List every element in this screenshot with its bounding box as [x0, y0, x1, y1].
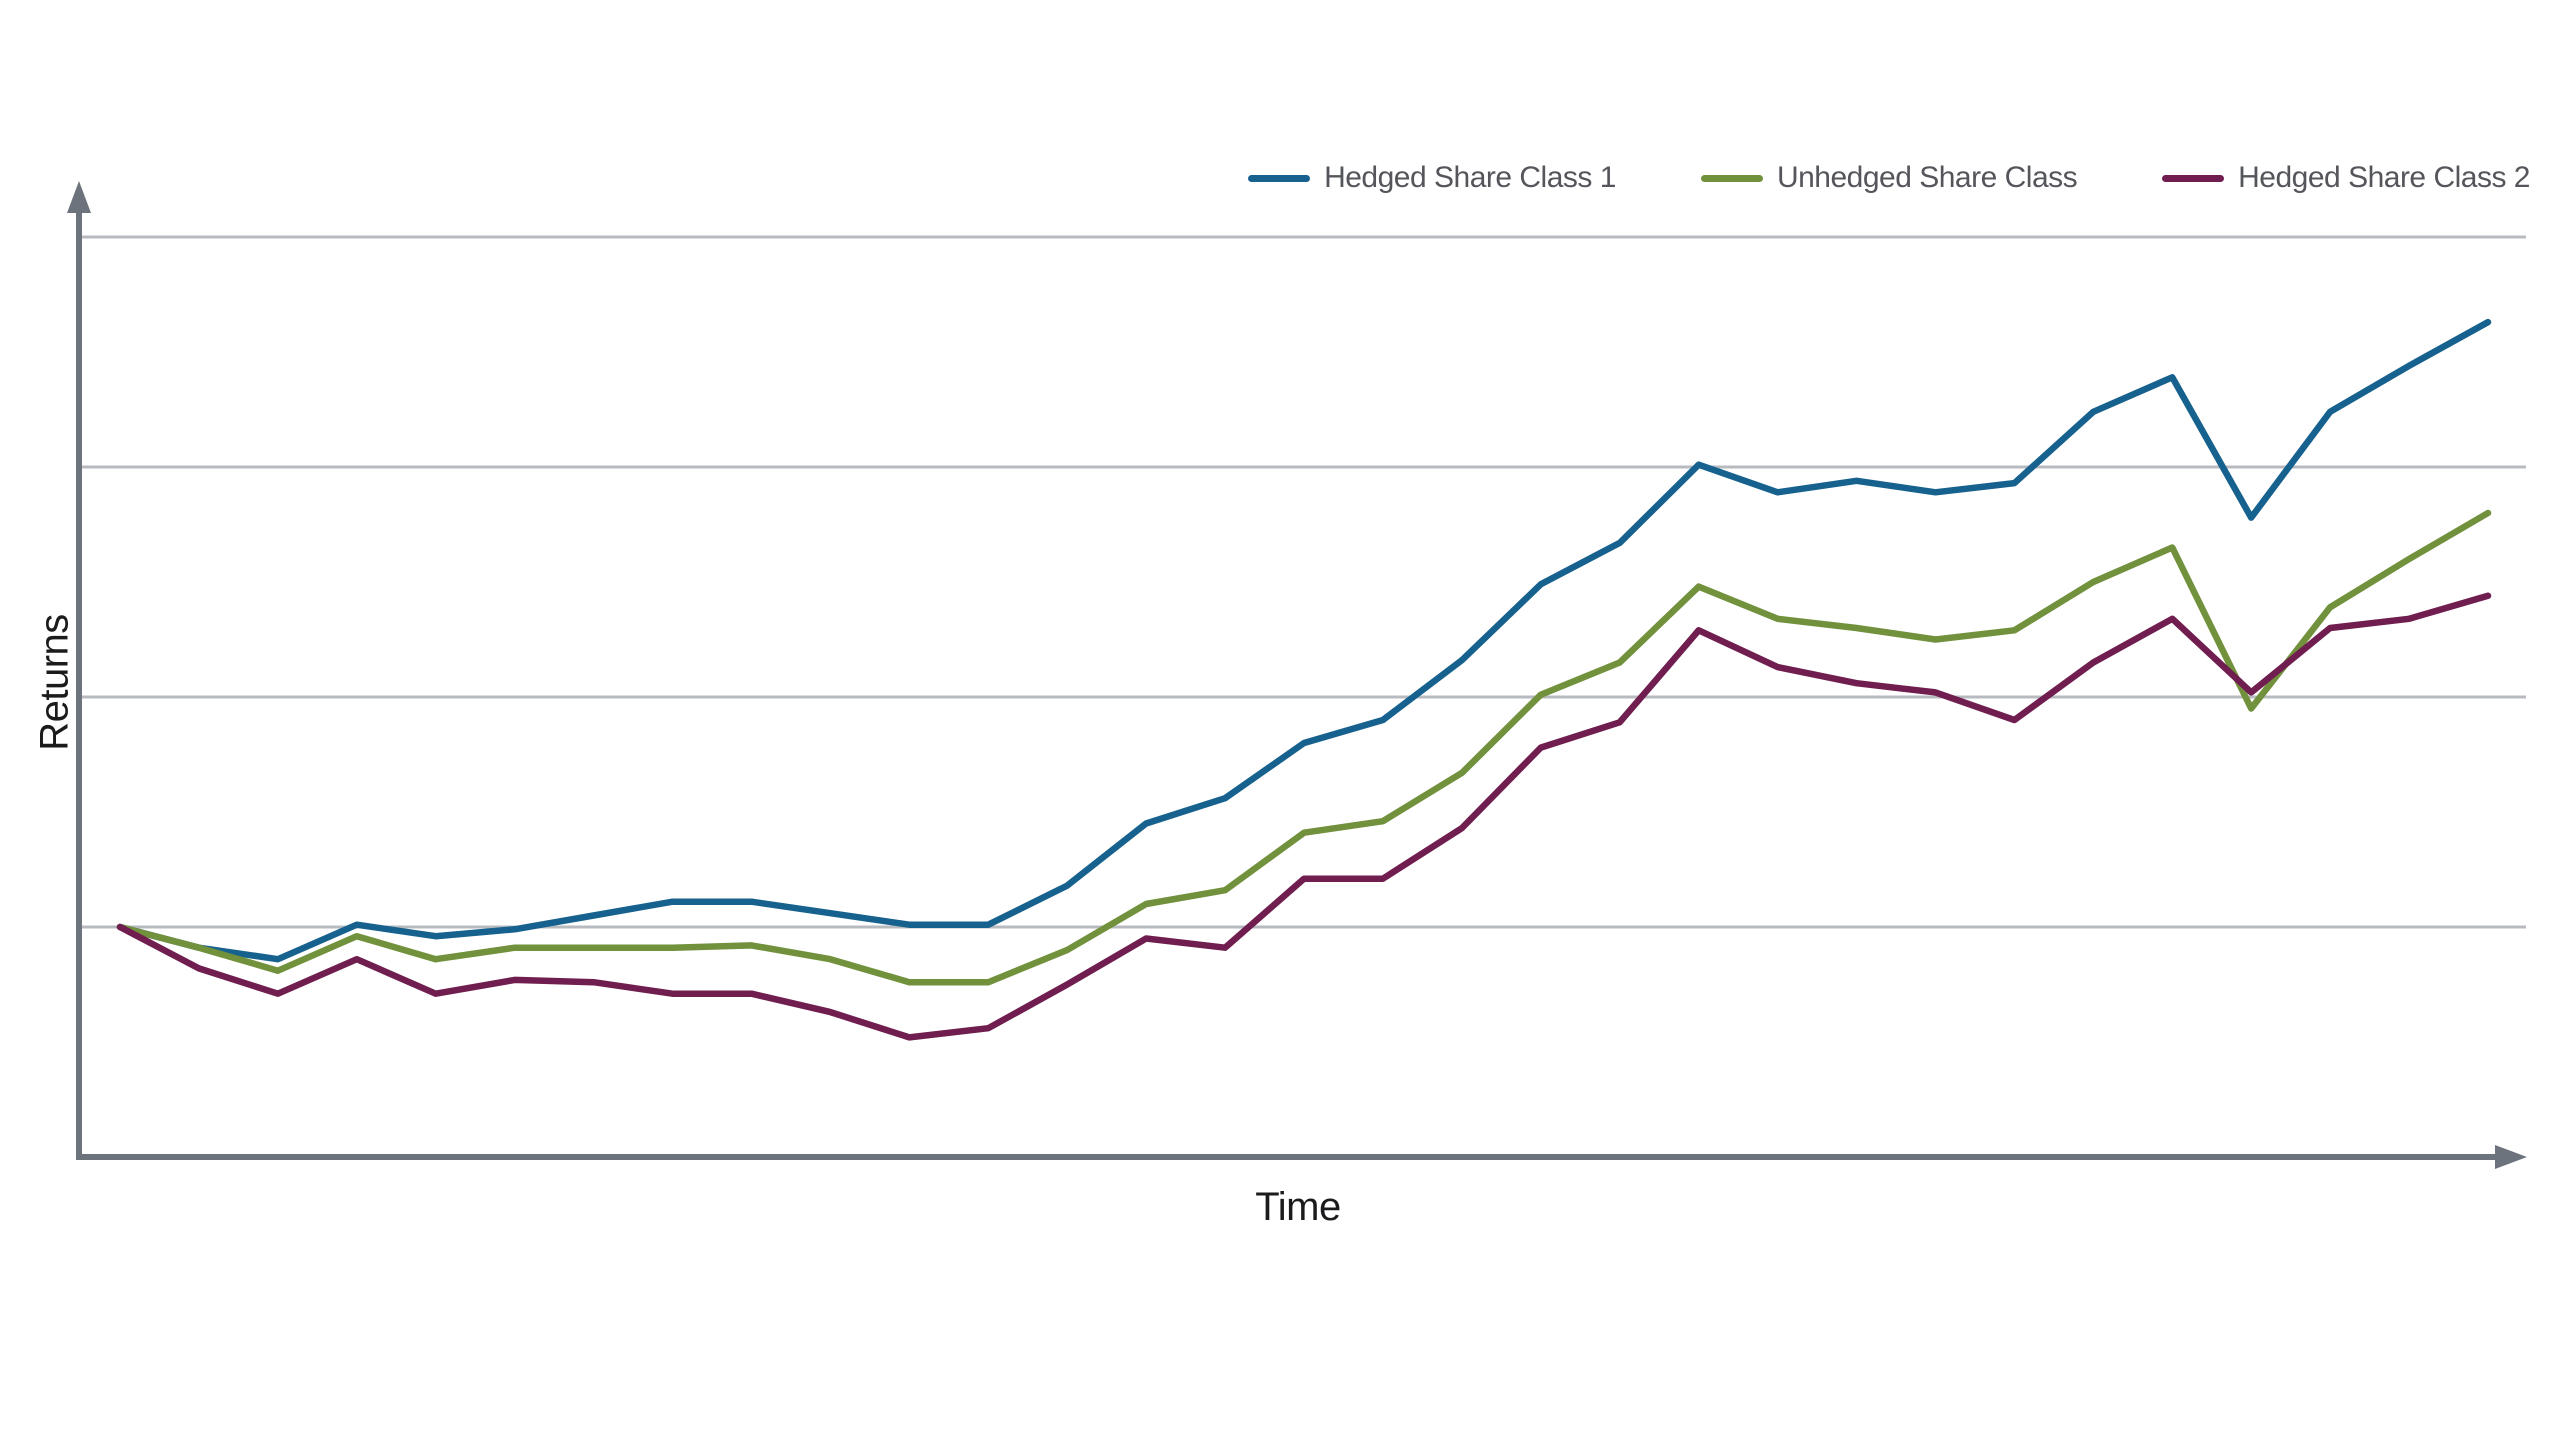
gridlines-group — [82, 235, 2526, 929]
legend-swatch-hedged-share-class-1 — [1248, 174, 1311, 182]
legend-label: Hedged Share Class 1 — [1324, 161, 1616, 194]
legend-item-hedged-share-class-1: Hedged Share Class 1 — [1248, 161, 1616, 195]
legend-item-hedged-share-class-2: Hedged Share Class 2 — [2162, 161, 2530, 195]
legend-swatch-hedged-share-class-2 — [2162, 174, 2225, 182]
legend-item-unhedged-share-class: Unhedged Share Class — [1700, 161, 2078, 195]
series-line-hedged-share-class-1 — [116, 318, 2492, 963]
legend-swatch-unhedged-share-class — [1700, 174, 1763, 182]
series-group — [116, 318, 2492, 1041]
series-line-hedged-share-class-2 — [116, 592, 2492, 1041]
x-axis-arrowhead-icon — [2495, 1145, 2527, 1169]
y-axis-title: Returns — [32, 614, 77, 751]
legend: Hedged Share Class 1 Unhedged Share Clas… — [1248, 156, 2530, 200]
legend-label: Unhedged Share Class — [1776, 161, 2078, 194]
y-axis-arrowhead-icon — [67, 181, 91, 213]
x-axis-title: Time — [1255, 1185, 1341, 1229]
series-line-unhedged-share-class — [116, 509, 2492, 986]
legend-label: Hedged Share Class 2 — [2238, 161, 2530, 194]
